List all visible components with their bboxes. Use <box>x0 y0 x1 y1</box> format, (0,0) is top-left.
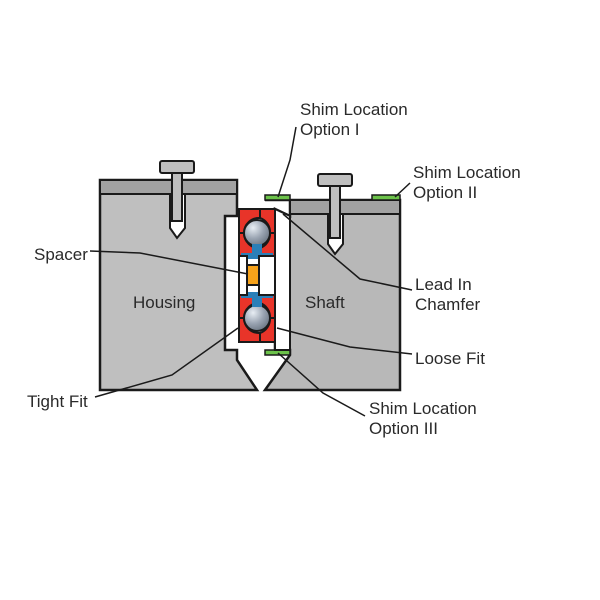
diagram-svg <box>0 0 600 600</box>
label-spacer: Spacer <box>34 245 88 265</box>
label-loosefit: Loose Fit <box>415 349 485 369</box>
shim-1 <box>265 195 290 200</box>
label-shaft: Shaft <box>305 293 345 313</box>
label-tightfit: Tight Fit <box>27 392 88 412</box>
spacer <box>247 265 259 285</box>
housing-block <box>100 161 257 390</box>
label-shim2: Shim LocationOption II <box>413 163 521 202</box>
label-leadin: Lead InChamfer <box>415 275 480 314</box>
label-shim1: Shim LocationOption I <box>300 100 408 139</box>
bearing-assembly <box>239 209 275 342</box>
label-shim3: Shim LocationOption III <box>369 399 477 438</box>
label-housing: Housing <box>133 293 195 313</box>
